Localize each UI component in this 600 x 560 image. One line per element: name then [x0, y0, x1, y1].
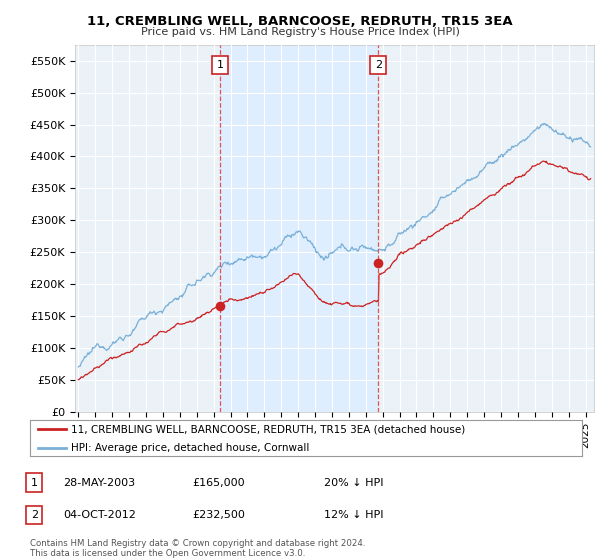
Text: 1: 1 [217, 60, 224, 70]
Text: 2: 2 [31, 510, 38, 520]
Text: 11, CREMBLING WELL, BARNCOOSE, REDRUTH, TR15 3EA (detached house): 11, CREMBLING WELL, BARNCOOSE, REDRUTH, … [71, 424, 466, 434]
Text: 11, CREMBLING WELL, BARNCOOSE, REDRUTH, TR15 3EA: 11, CREMBLING WELL, BARNCOOSE, REDRUTH, … [87, 15, 513, 28]
Text: £165,000: £165,000 [192, 478, 245, 488]
Text: 04-OCT-2012: 04-OCT-2012 [63, 510, 136, 520]
Text: 2: 2 [375, 60, 382, 70]
Text: 1: 1 [31, 478, 38, 488]
Text: 20% ↓ HPI: 20% ↓ HPI [324, 478, 383, 488]
Text: Price paid vs. HM Land Registry's House Price Index (HPI): Price paid vs. HM Land Registry's House … [140, 27, 460, 37]
Text: Contains HM Land Registry data © Crown copyright and database right 2024.
This d: Contains HM Land Registry data © Crown c… [30, 539, 365, 558]
Bar [220, 45, 379, 412]
Text: 28-MAY-2003: 28-MAY-2003 [63, 478, 135, 488]
Text: 12% ↓ HPI: 12% ↓ HPI [324, 510, 383, 520]
Text: £232,500: £232,500 [192, 510, 245, 520]
Text: HPI: Average price, detached house, Cornwall: HPI: Average price, detached house, Corn… [71, 444, 310, 454]
